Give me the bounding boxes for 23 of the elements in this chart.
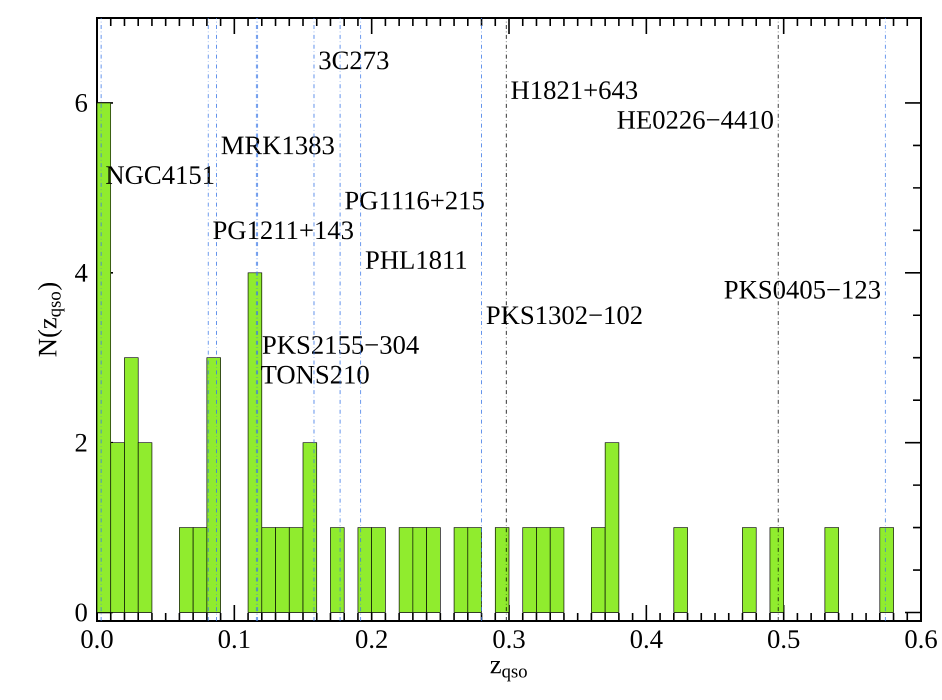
ref-line-label: PKS2155−304	[262, 336, 419, 354]
x-tick-label: 0.4	[630, 630, 663, 648]
y-tick-label: 0	[76, 604, 87, 622]
x-tick-label: 0.6	[905, 630, 937, 648]
ref-line-label: HE0226−4410	[617, 110, 773, 129]
x-axis-title: z$_{qso}$	[490, 660, 527, 682]
ref-line-label: PHL1811	[366, 251, 466, 270]
ref-line-label: PG1116+215	[345, 192, 484, 210]
y-tick-label: 6	[76, 94, 88, 112]
x-tick-label: 0.3	[493, 630, 525, 648]
ref-line-label: PKS0405−123	[724, 280, 880, 299]
x-tick-label: 0.1	[218, 630, 250, 648]
ref-line-label: H1821+643	[511, 81, 638, 100]
x-tick-label: 0.5	[768, 630, 800, 648]
x-tick-label: 0.0	[81, 630, 113, 648]
y-tick-label: 2	[76, 434, 86, 452]
ref-line-label: MRK1383	[222, 136, 334, 154]
ref-line-label: PG1211+143	[213, 221, 353, 240]
ref-line-label: 3C273	[320, 52, 388, 70]
x-tick-label: 0.2	[356, 630, 387, 648]
y-axis-title: N(z$_{qso}$)	[38, 282, 64, 356]
y-tick-label: 4	[75, 264, 88, 282]
ref-line-label: PKS1302−102	[486, 306, 642, 324]
